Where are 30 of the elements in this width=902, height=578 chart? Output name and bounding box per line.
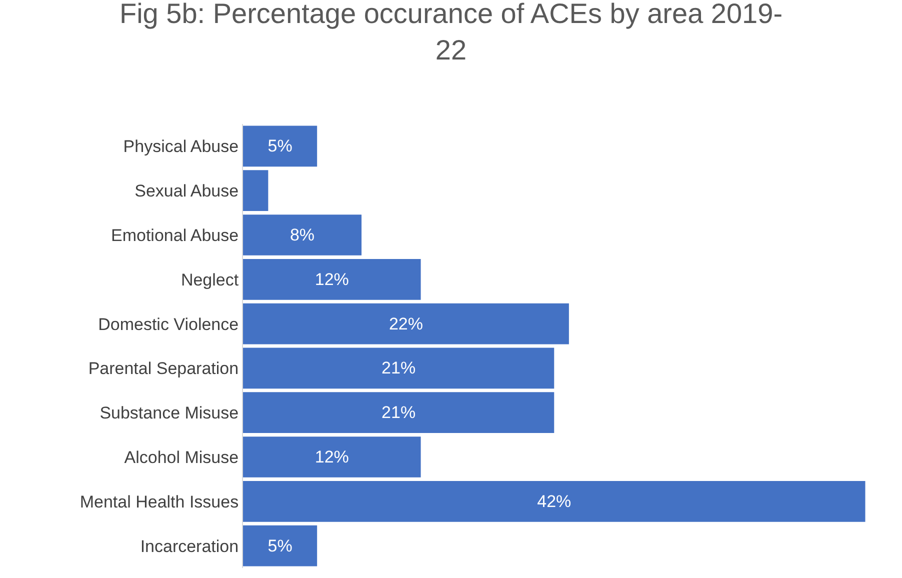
data-label: 12% <box>314 270 349 289</box>
bar <box>243 436 421 478</box>
data-label: 8% <box>290 226 315 244</box>
y-tick-label: Sexual Abuse <box>134 182 239 201</box>
y-tick-label: Alcohol Misuse <box>124 448 239 467</box>
bar <box>243 258 421 300</box>
bar <box>243 525 318 566</box>
bar <box>243 392 554 434</box>
y-tick-label: Parental Separation <box>88 359 239 378</box>
bar <box>243 348 554 389</box>
y-tick-label: Emotional Abuse <box>111 226 239 245</box>
y-tick-label: Mental Health Issues <box>80 492 239 512</box>
bar <box>243 170 268 212</box>
data-label: 12% <box>314 448 349 466</box>
data-label: 5% <box>268 136 292 156</box>
y-tick-label: Domestic Violence <box>98 314 239 334</box>
data-label: 22% <box>388 314 423 334</box>
bar <box>243 214 362 256</box>
y-tick-label: Incarceration <box>140 536 239 556</box>
data-label: 21% <box>382 358 416 378</box>
data-label: 42% <box>537 492 572 511</box>
bar <box>243 126 318 167</box>
data-label: 21% <box>382 403 416 422</box>
y-tick-label: Neglect <box>180 270 239 290</box>
y-tick-label: Substance Misuse <box>100 404 239 423</box>
chart-title: Fig 5b: Percentage occurance of ACEs by area 2019-22 <box>119 0 783 66</box>
bar <box>243 480 866 522</box>
data-label: 5% <box>268 536 292 556</box>
y-tick-label: Physical Abuse <box>123 137 239 156</box>
bar <box>243 303 569 344</box>
